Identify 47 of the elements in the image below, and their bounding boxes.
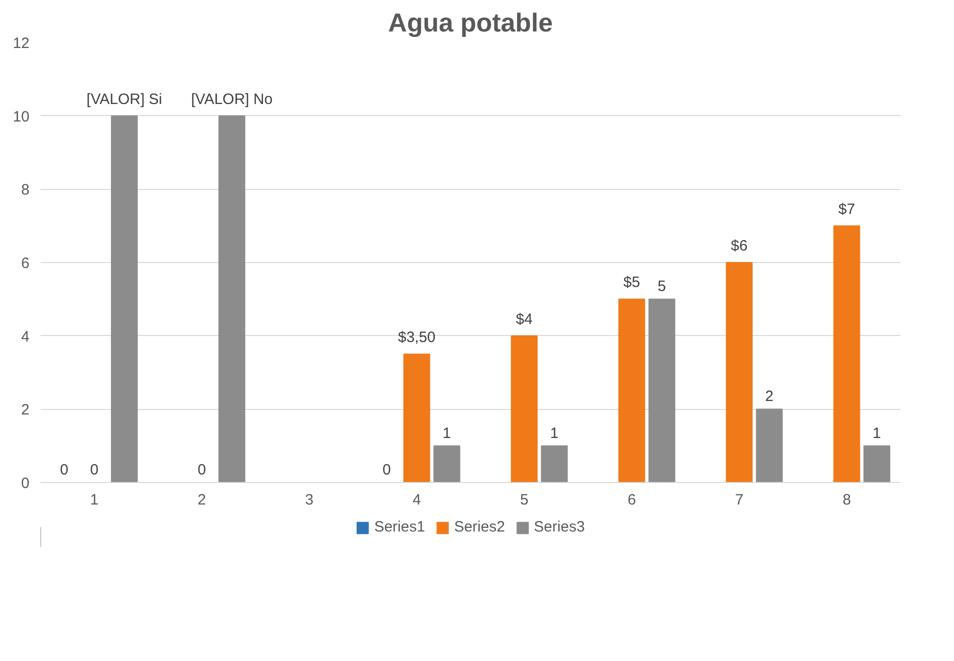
bar — [833, 225, 860, 482]
x-tick-label: 1 — [90, 492, 98, 508]
chart-title: Agua potable — [388, 8, 553, 38]
y-tick-label: 2 — [21, 402, 30, 419]
bar — [218, 115, 246, 482]
bar — [726, 262, 753, 482]
bar — [618, 298, 646, 482]
y-tick-label: 12 — [12, 35, 30, 52]
legend-label: Series3 — [534, 518, 585, 536]
data-label: [VALOR] No — [191, 90, 273, 108]
bar — [433, 445, 460, 482]
data-label: $7 — [838, 200, 856, 218]
data-label: 1 — [872, 424, 882, 442]
x-tick-label: 6 — [628, 492, 636, 508]
y-tick-label: 4 — [21, 328, 30, 346]
data-label: 1 — [442, 424, 452, 442]
data-label: $4 — [516, 310, 533, 328]
data-label: 0 — [198, 462, 206, 478]
data-label: 0 — [90, 462, 98, 478]
data-label: $3,50 — [398, 329, 436, 346]
bar — [110, 115, 138, 482]
bar — [648, 298, 676, 482]
data-label: 5 — [658, 278, 666, 296]
y-tick-label: 0 — [21, 475, 30, 492]
data-label: $6 — [730, 238, 748, 254]
data-label: 1 — [550, 424, 559, 442]
bar — [756, 408, 783, 482]
x-tick-label: 4 — [412, 492, 421, 508]
y-tick-label: 8 — [21, 182, 30, 199]
data-label: [VALOR] Si — [86, 90, 162, 108]
x-tick-label: 7 — [735, 492, 744, 508]
y-tick-label: 10 — [12, 108, 30, 126]
bar — [540, 445, 568, 482]
x-tick-label: 8 — [842, 492, 851, 508]
x-tick-label: 2 — [198, 492, 206, 508]
legend-label: Series1 — [374, 518, 426, 536]
x-tick-label: 5 — [520, 492, 528, 508]
bar — [510, 335, 538, 482]
data-label: $5 — [623, 274, 640, 292]
x-tick-label: 3 — [305, 492, 314, 508]
legend-label: Series2 — [454, 518, 505, 536]
y-tick-label: 6 — [21, 255, 30, 272]
data-label: 0 — [60, 462, 68, 478]
data-label: 2 — [765, 388, 774, 406]
bar — [863, 445, 890, 482]
data-label: 0 — [382, 462, 391, 478]
bar — [403, 354, 430, 482]
